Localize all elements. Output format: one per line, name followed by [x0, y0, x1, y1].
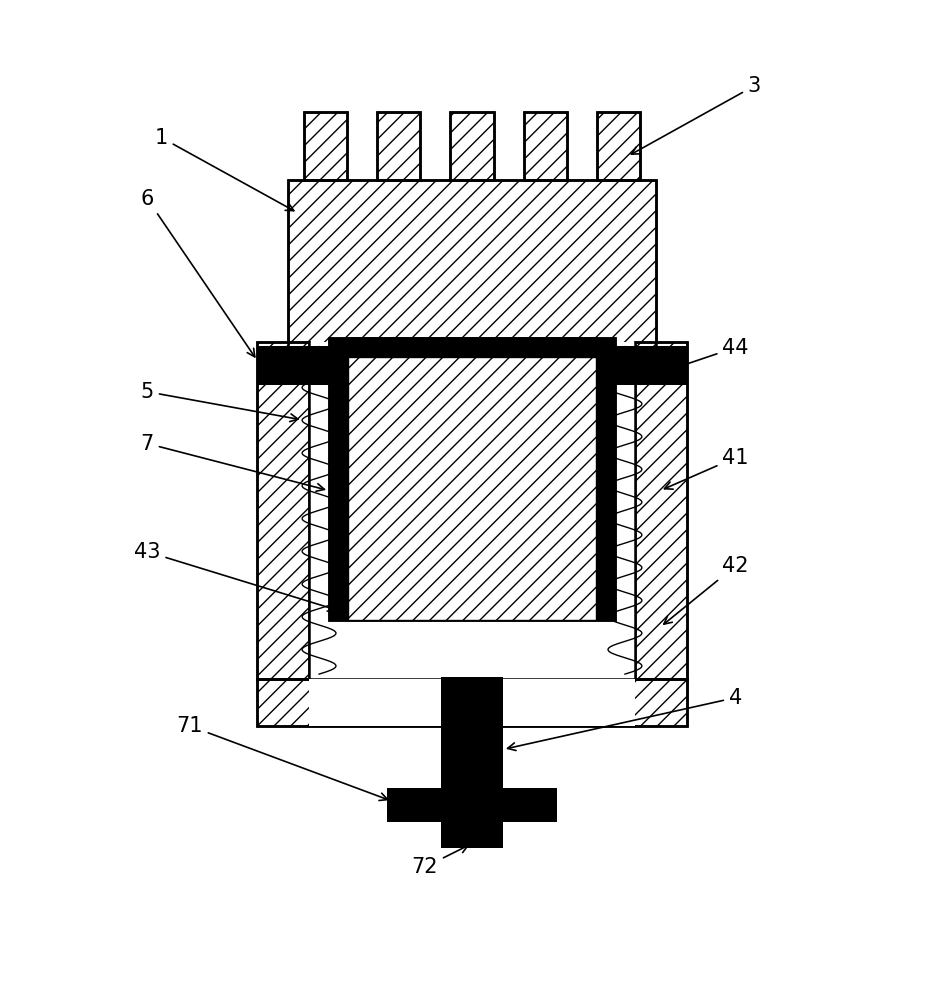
Bar	[524, 112, 567, 180]
Bar	[329, 338, 347, 620]
Bar	[258, 342, 310, 679]
Bar	[441, 677, 503, 790]
Bar	[634, 342, 686, 679]
Text: 72: 72	[412, 846, 468, 877]
Bar	[634, 342, 686, 679]
Bar	[329, 338, 615, 620]
Bar	[304, 112, 346, 180]
Text: 1: 1	[155, 128, 294, 211]
Bar	[258, 679, 686, 726]
Bar	[310, 679, 441, 726]
Bar	[377, 112, 420, 180]
Text: 3: 3	[632, 76, 761, 154]
Bar	[329, 338, 615, 357]
Bar	[524, 112, 567, 180]
Bar	[347, 338, 597, 620]
Text: 43: 43	[134, 542, 336, 611]
Text: 5: 5	[141, 382, 298, 422]
Text: 44: 44	[665, 338, 749, 373]
Bar	[387, 788, 557, 822]
Bar	[258, 679, 686, 726]
Text: 4: 4	[508, 688, 742, 751]
Bar	[450, 112, 494, 180]
Bar	[329, 385, 427, 620]
Bar	[258, 342, 310, 679]
Bar	[304, 112, 346, 180]
Bar	[329, 338, 615, 620]
Bar	[347, 338, 597, 602]
Bar	[598, 112, 640, 180]
Bar	[310, 342, 634, 679]
Text: 41: 41	[665, 448, 749, 489]
Bar	[377, 112, 420, 180]
Bar	[347, 357, 597, 620]
Text: 42: 42	[664, 556, 749, 624]
Text: 71: 71	[177, 716, 388, 801]
Bar	[347, 357, 597, 620]
Bar	[450, 112, 494, 180]
Text: 7: 7	[141, 434, 325, 491]
Bar	[597, 338, 615, 620]
Bar	[289, 180, 655, 354]
Bar	[598, 112, 640, 180]
Text: 6: 6	[141, 189, 255, 357]
Bar	[441, 820, 503, 848]
Bar	[258, 346, 686, 385]
Bar	[503, 679, 634, 726]
Bar	[289, 180, 655, 354]
